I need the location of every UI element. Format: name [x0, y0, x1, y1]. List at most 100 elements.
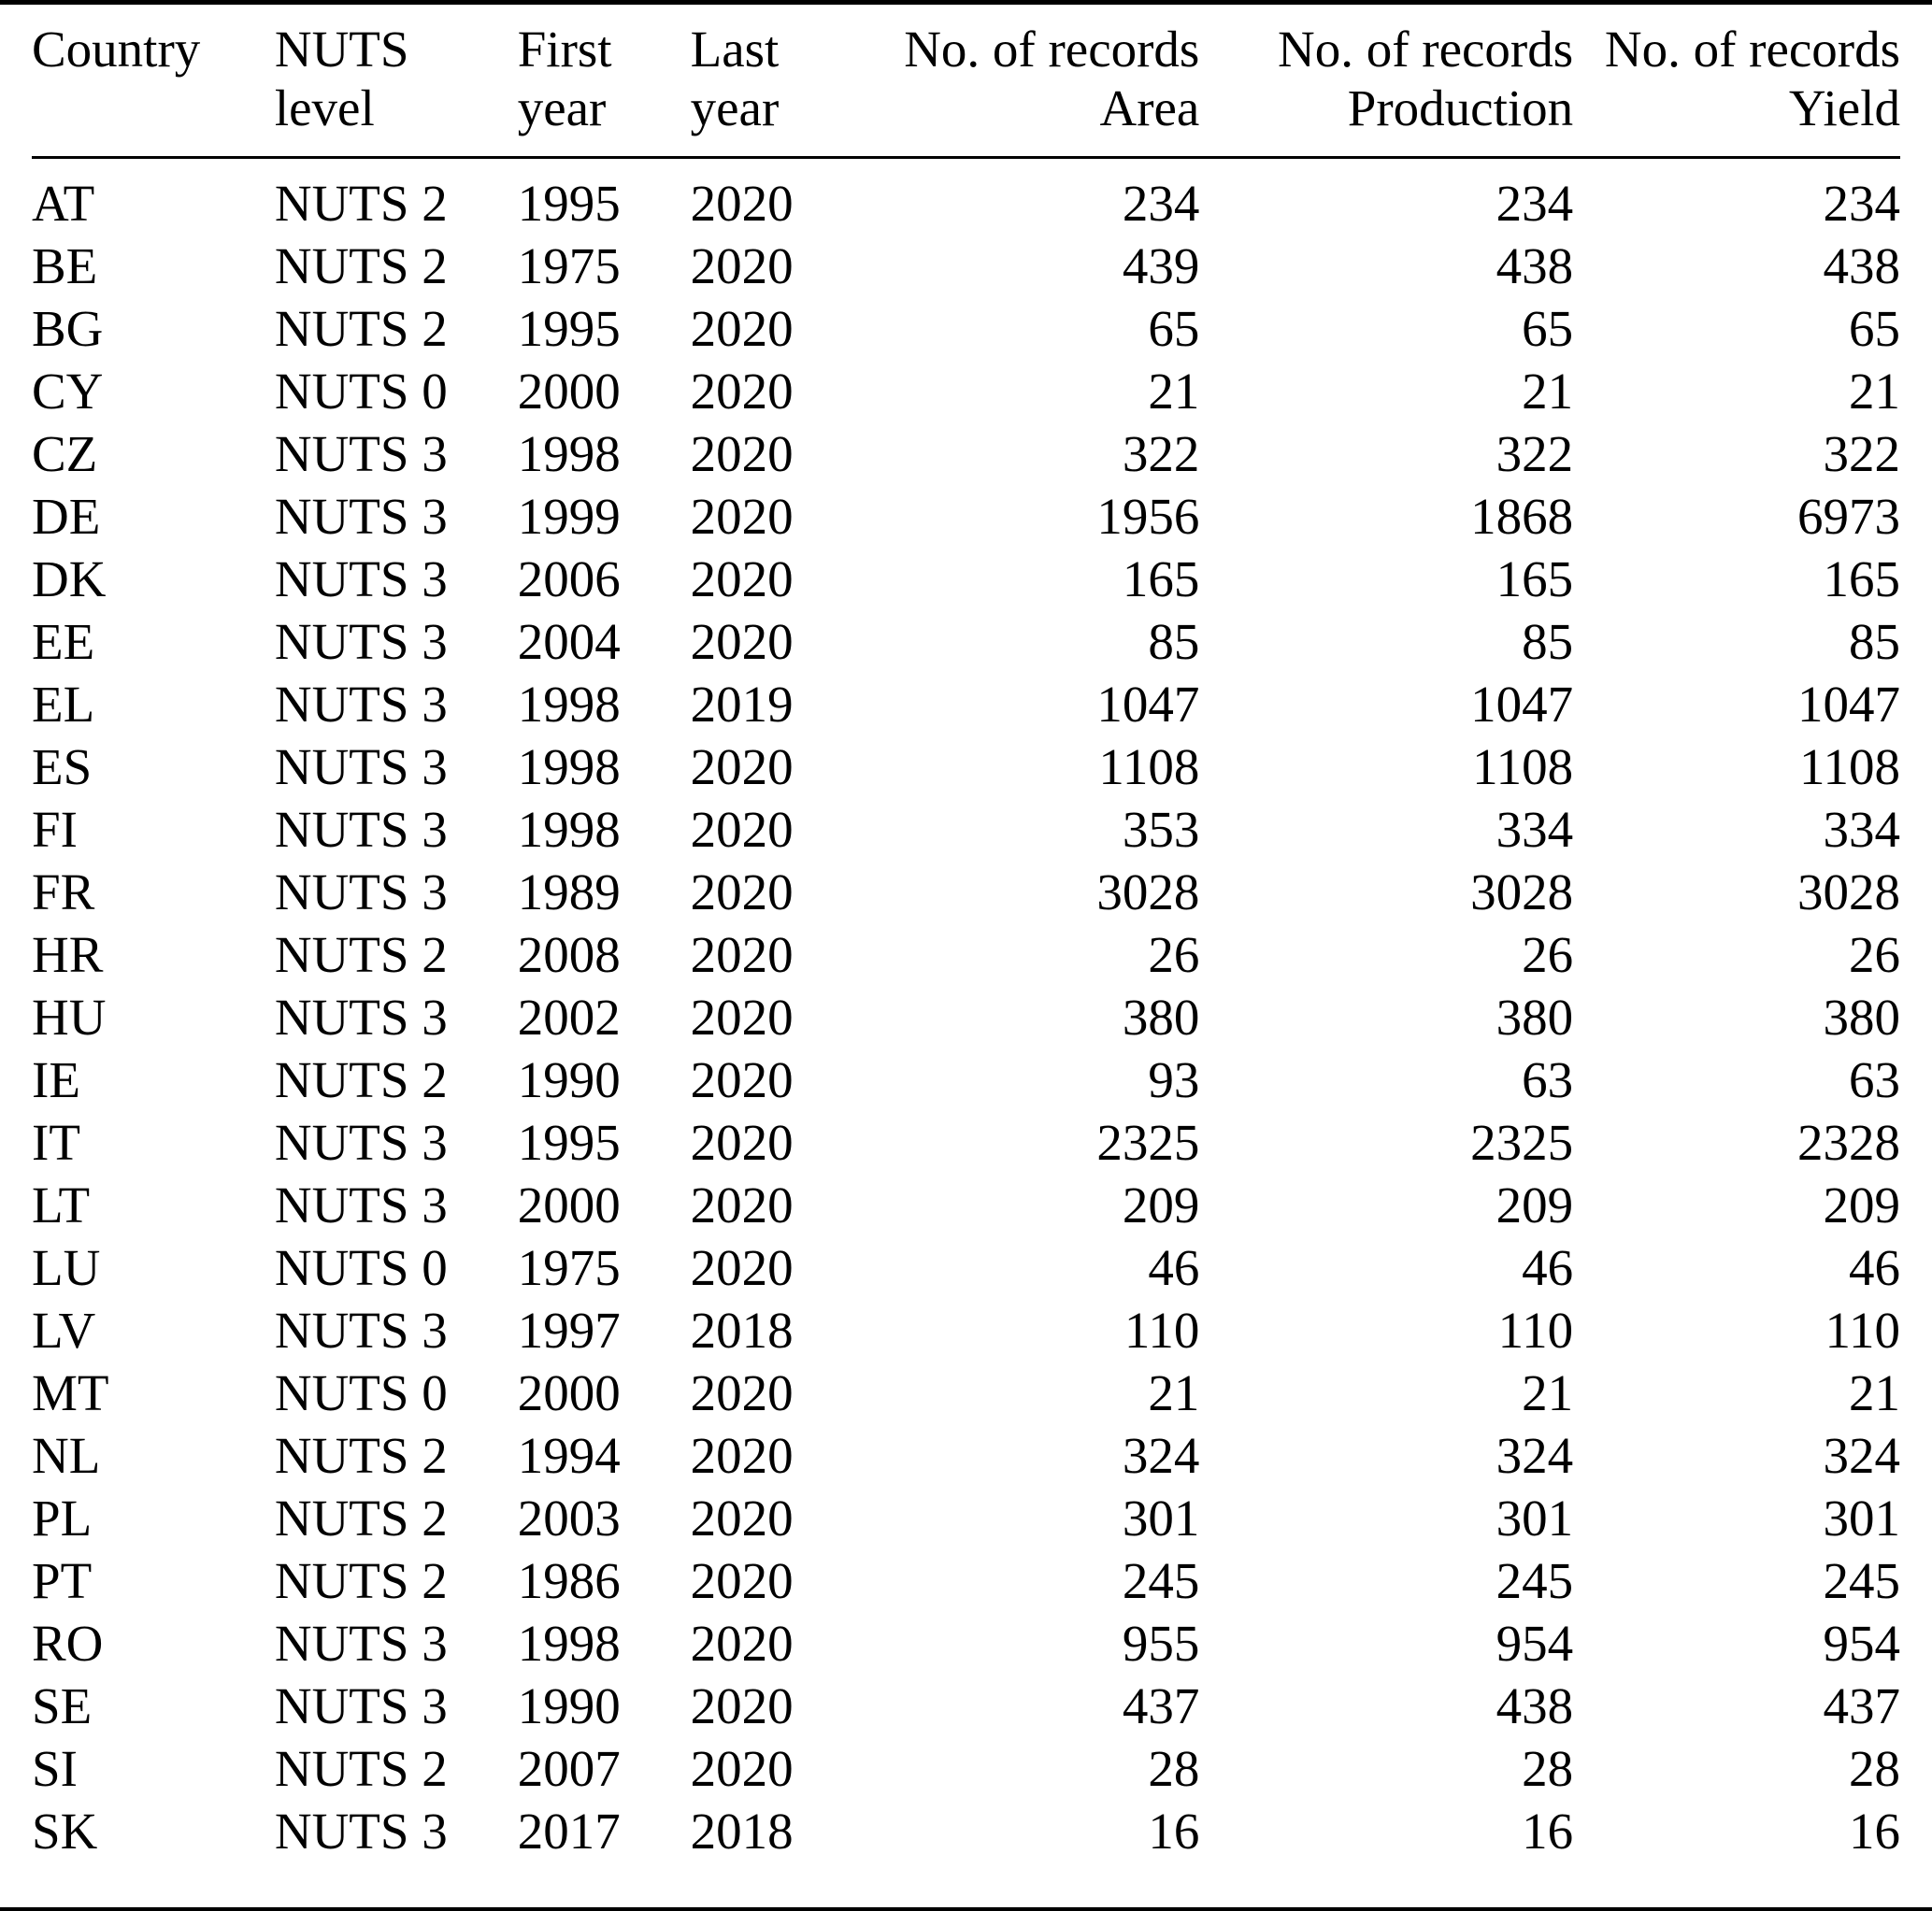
table-cell: 2000 — [517, 1364, 621, 1421]
column-header-line2: Area — [1099, 79, 1200, 136]
table-cell: 322 — [1496, 425, 1574, 482]
table-cell: 2020 — [690, 1740, 794, 1797]
table-cell: 2020 — [690, 926, 794, 983]
country-cell: EE — [32, 613, 95, 670]
country-cell: FI — [32, 801, 78, 858]
table-cell: 16 — [1849, 1803, 1900, 1860]
table-cell: 63 — [1849, 1051, 1900, 1108]
column-header-line1: Last — [690, 21, 780, 78]
table-cell: 245 — [1496, 1552, 1574, 1609]
table-cell: 2325 — [1096, 1114, 1200, 1171]
table-cell: 209 — [1122, 1177, 1200, 1234]
country-cell: PL — [32, 1490, 93, 1547]
table-cell: 65 — [1522, 300, 1574, 357]
table-cell: 954 — [1496, 1615, 1574, 1672]
table-row: EE NUTS 3 2004 2020 85 85 85 — [32, 610, 1900, 673]
table-cell: 380 — [1823, 989, 1901, 1046]
table-row: LT NUTS 3 2000 2020 209 209 209 — [32, 1174, 1900, 1236]
table-row: IE NUTS 2 1990 2020 93 63 63 — [32, 1048, 1900, 1111]
country-cell: DE — [32, 488, 101, 545]
table-cell: 2328 — [1797, 1114, 1900, 1171]
table-row: LV NUTS 3 1997 2018 110 110 110 — [32, 1299, 1900, 1362]
table-cell: 380 — [1496, 989, 1574, 1046]
table-cell: 3028 — [1797, 863, 1900, 920]
table-cell: 16 — [1522, 1803, 1574, 1860]
table-row: FI NUTS 3 1998 2020 353 334 334 — [32, 798, 1900, 861]
table-cell: 2002 — [517, 989, 621, 1046]
table-cell: 322 — [1122, 425, 1200, 482]
table-cell: 1986 — [517, 1552, 621, 1609]
table-row: EL NUTS 3 1998 2019 1047 1047 1047 — [32, 673, 1900, 735]
column-header: Last year — [690, 5, 864, 159]
table-row: CY NUTS 0 2000 2020 21 21 21 — [32, 360, 1900, 422]
country-cell: LT — [32, 1177, 91, 1234]
table-cell: NUTS 3 — [274, 1615, 448, 1672]
table-cell: 1868 — [1470, 488, 1574, 545]
table-cell: 1998 — [517, 425, 621, 482]
table-row: IT NUTS 3 1995 2020 2325 2325 2328 — [32, 1111, 1900, 1174]
table-cell: 28 — [1849, 1740, 1900, 1797]
table-header: Country NUTS level First year Last year No. of … — [32, 5, 1900, 159]
column-header-line2: Production — [1347, 79, 1574, 136]
table-cell: 438 — [1823, 237, 1901, 294]
table-cell: 21 — [1522, 363, 1574, 420]
table-cell: 954 — [1823, 1615, 1901, 1672]
table-cell: 2017 — [517, 1803, 621, 1860]
table-cell: 2020 — [690, 550, 794, 607]
table-cell: NUTS 3 — [274, 1114, 448, 1171]
column-header-line2: Yield — [1788, 79, 1900, 136]
table-cell: 1994 — [517, 1427, 621, 1484]
table-cell: 2008 — [517, 926, 621, 983]
table-cell: 1995 — [517, 300, 621, 357]
table-cell: 85 — [1148, 613, 1200, 670]
table-cell: 110 — [1825, 1302, 1900, 1359]
table-cell: 2003 — [517, 1490, 621, 1547]
table-cell: 2325 — [1470, 1114, 1574, 1171]
country-cell: LU — [32, 1239, 101, 1296]
table-cell: 2020 — [690, 363, 794, 420]
table-cell: NUTS 2 — [274, 1490, 448, 1547]
table-cell: 209 — [1823, 1177, 1901, 1234]
country-cell: FR — [32, 863, 95, 920]
table-cell: 2006 — [517, 550, 621, 607]
table-cell: NUTS 2 — [274, 175, 448, 232]
table-cell: 2020 — [690, 1427, 794, 1484]
table-row: HU NUTS 3 2002 2020 380 380 380 — [32, 986, 1900, 1048]
table-cell: NUTS 2 — [274, 1552, 448, 1609]
table-cell: 21 — [1849, 363, 1900, 420]
table-row: HR NUTS 2 2008 2020 26 26 26 — [32, 923, 1900, 986]
table-cell: 353 — [1122, 801, 1200, 858]
country-cell: LV — [32, 1302, 96, 1359]
country-cell: HR — [32, 926, 104, 983]
column-header: NUTS level — [274, 5, 518, 159]
table-cell: NUTS 2 — [274, 926, 448, 983]
column-header-line1: Country — [32, 21, 201, 78]
table-cell: NUTS 3 — [274, 676, 448, 733]
column-header-line1: No. of records — [1604, 21, 1900, 78]
column-header: Country — [32, 5, 275, 159]
table-cell: NUTS 2 — [274, 300, 448, 357]
table-row: MT NUTS 0 2000 2020 21 21 21 — [32, 1362, 1900, 1424]
country-cell: NL — [32, 1427, 101, 1484]
country-cell: SI — [32, 1740, 78, 1797]
table-cell: 46 — [1849, 1239, 1900, 1296]
country-cell: MT — [32, 1364, 109, 1421]
table-cell: 2020 — [690, 1051, 794, 1108]
table-cell: 46 — [1522, 1239, 1574, 1296]
table-row: BG NUTS 2 1995 2020 65 65 65 — [32, 297, 1900, 360]
table-cell: 209 — [1496, 1177, 1574, 1234]
table-cell: NUTS 3 — [274, 1177, 448, 1234]
country-cell: PT — [32, 1552, 93, 1609]
table-cell: NUTS 0 — [274, 1364, 448, 1421]
column-header-line2: level — [274, 79, 375, 136]
table-cell: 1108 — [1799, 738, 1900, 795]
country-cell: SE — [32, 1677, 93, 1734]
table-cell: 28 — [1148, 1740, 1200, 1797]
table-cell: 334 — [1496, 801, 1574, 858]
table-row: DE NUTS 3 1999 2020 1956 1868 6973 — [32, 485, 1900, 548]
records-table: Country NUTS level First year Last year No. of … — [32, 5, 1900, 1862]
table-cell: 324 — [1823, 1427, 1901, 1484]
table-cell: 21 — [1849, 1364, 1900, 1421]
table-cell: 1998 — [517, 738, 621, 795]
table-cell: 26 — [1849, 926, 1900, 983]
